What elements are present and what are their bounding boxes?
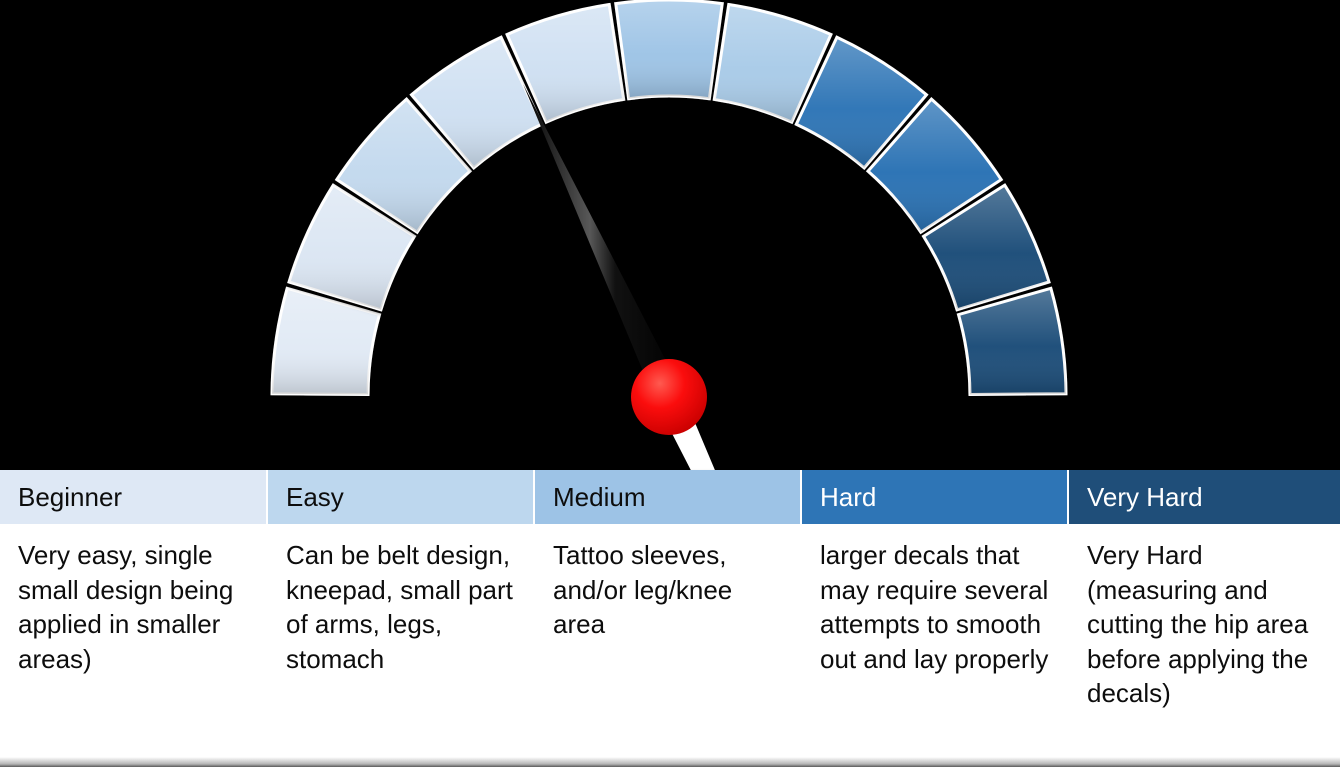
legend-body-row: Very easy, single small design being app… xyxy=(0,524,1340,767)
gauge-segment-shade-0 xyxy=(272,288,380,395)
gauge-segment-shade-8 xyxy=(867,99,1002,233)
legend-cell-hard: larger decals that may require several a… xyxy=(802,524,1069,767)
gauge-segment-shade-7 xyxy=(796,37,927,168)
legend-header-very-hard[interactable]: Very Hard xyxy=(1069,470,1340,524)
legend-header-label: Medium xyxy=(553,482,646,512)
gauge-segment-shade-5 xyxy=(615,0,723,99)
gauge-segments xyxy=(270,0,1068,397)
gauge-segment-shade-6 xyxy=(714,4,831,123)
gauge-segment-shade-9 xyxy=(923,185,1049,310)
legend-cell-medium: Tattoo sleeves, and/or leg/knee area xyxy=(535,524,802,767)
legend-header-medium[interactable]: Medium xyxy=(535,470,802,524)
needle-pointer[interactable] xyxy=(523,84,682,403)
needle-hub[interactable] xyxy=(631,359,707,435)
legend-header-hard[interactable]: Hard xyxy=(802,470,1069,524)
difficulty-gauge xyxy=(270,0,1068,470)
gauge-segment-shade-3 xyxy=(411,37,542,168)
legend-header-beginner[interactable]: Beginner xyxy=(0,470,268,524)
legend-header-label: Easy xyxy=(286,482,344,512)
gauge-segment-shade-1 xyxy=(289,185,415,310)
legend-cell-easy: Can be belt design, kneepad, small part … xyxy=(268,524,535,767)
legend-header-label: Hard xyxy=(820,482,877,512)
gauge-segment-shade-4 xyxy=(507,4,624,123)
legend-cell-beginner: Very easy, single small design being app… xyxy=(0,524,268,767)
difficulty-legend-table: Beginner Easy Medium Hard Very Hard Very… xyxy=(0,470,1340,767)
gauge-segment-shade-2 xyxy=(336,99,471,233)
legend-header-row: Beginner Easy Medium Hard Very Hard xyxy=(0,470,1340,524)
legend-header-easy[interactable]: Easy xyxy=(268,470,535,524)
gauge-svg xyxy=(270,0,1068,470)
legend-header-label: Very Hard xyxy=(1087,482,1203,512)
gauge-needle[interactable] xyxy=(523,84,717,470)
gauge-segment-shade-10 xyxy=(958,288,1066,395)
legend-cell-very-hard: Very Hard (measuring and cutting the hip… xyxy=(1069,524,1340,767)
legend-header-label: Beginner xyxy=(18,482,123,512)
